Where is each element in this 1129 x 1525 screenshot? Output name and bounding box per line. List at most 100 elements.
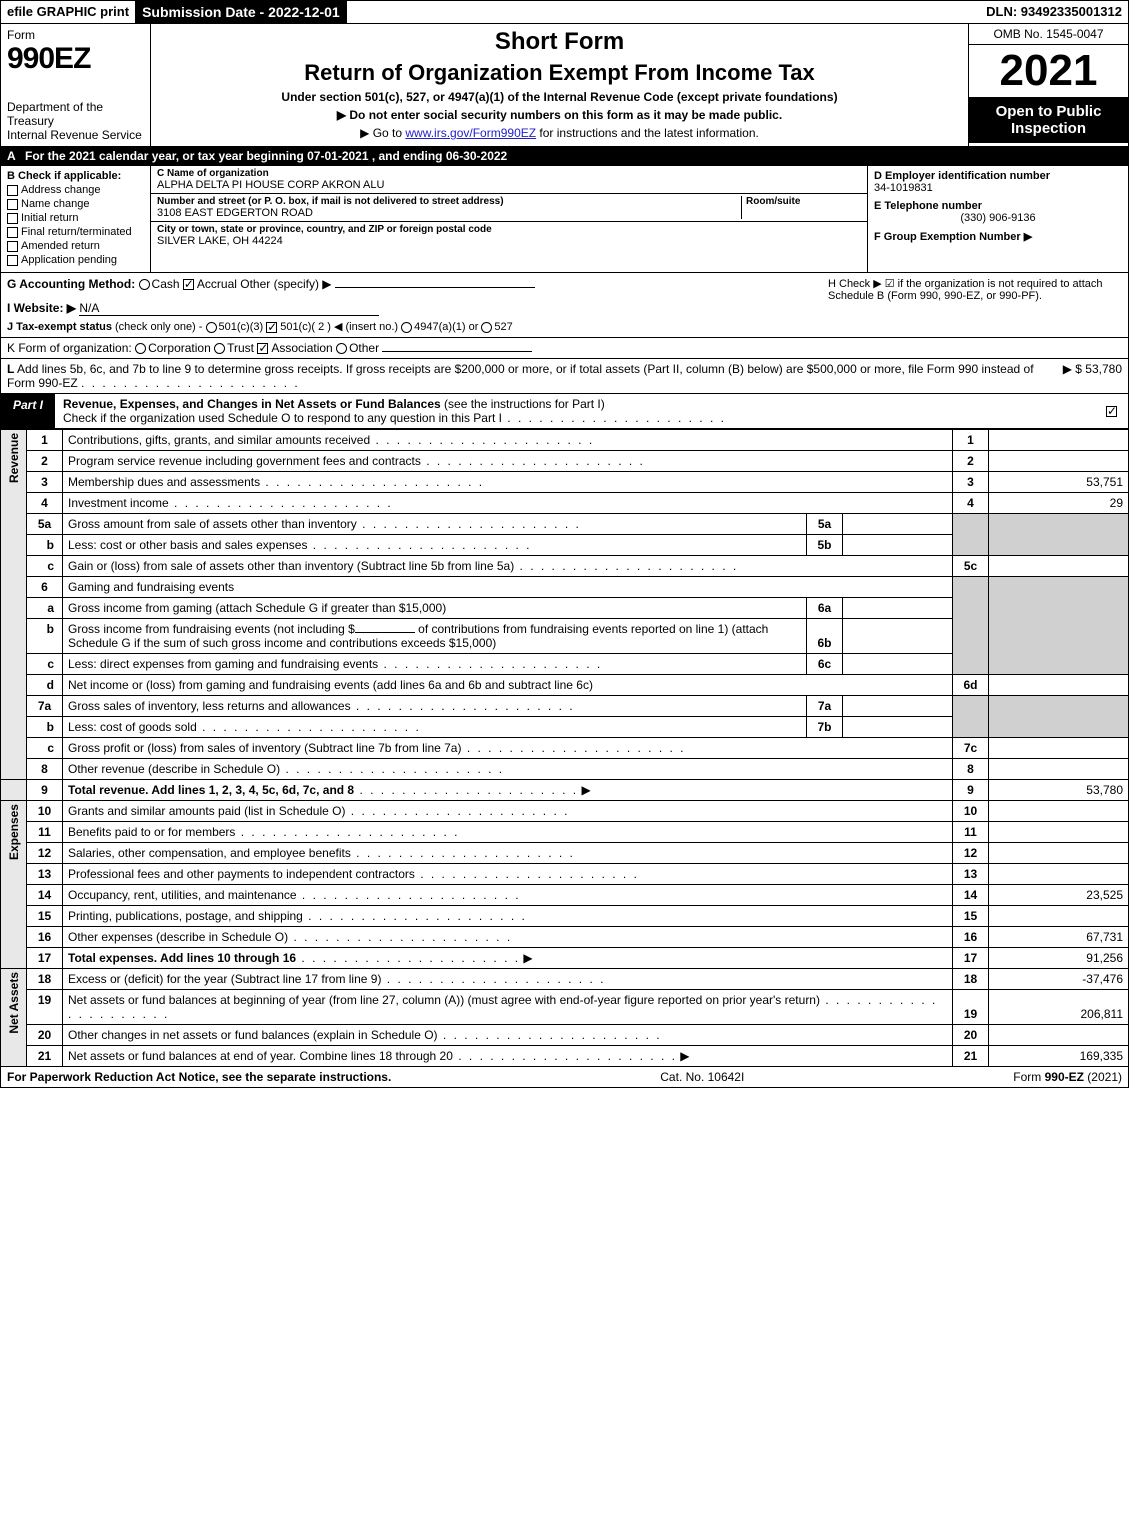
tax-year: 2021 — [969, 45, 1128, 97]
line-rn: 2 — [953, 451, 989, 472]
website-value: N/A — [79, 301, 379, 316]
inner-val — [843, 535, 953, 556]
line-val: 206,811 — [989, 990, 1129, 1025]
line-desc: Other changes in net assets or fund bala… — [68, 1028, 438, 1042]
radio-other[interactable] — [336, 343, 347, 354]
section-a-letter: A — [7, 149, 16, 163]
checkbox-application-pending[interactable] — [7, 255, 18, 266]
h-box: H Check ▶ ☑ if the organization is not r… — [822, 277, 1122, 333]
form-label: Form — [7, 28, 144, 42]
shaded-cell — [953, 696, 989, 738]
line-val — [989, 738, 1129, 759]
g-other-input[interactable] — [335, 287, 535, 288]
arrow-icon — [520, 951, 533, 965]
footer-center: Cat. No. 10642I — [660, 1070, 744, 1084]
irs-link[interactable]: www.irs.gov/Form990EZ — [405, 126, 536, 140]
room-suite-label: Room/suite — [746, 196, 861, 207]
j-opt2: 501(c)( 2 ) ◀ (insert no.) — [280, 321, 398, 333]
footer-right-post: (2021) — [1084, 1070, 1122, 1084]
checkbox-accrual[interactable] — [183, 279, 194, 290]
k-other-input[interactable] — [382, 351, 532, 352]
chk-label-0: Address change — [21, 184, 101, 196]
line-rn: 14 — [953, 885, 989, 906]
column-def: D Employer identification number 34-1019… — [868, 166, 1128, 272]
line-num: a — [27, 598, 63, 619]
checkbox-501c[interactable] — [266, 322, 277, 333]
line-rn: 4 — [953, 493, 989, 514]
radio-trust[interactable] — [214, 343, 225, 354]
radio-501c3[interactable] — [206, 322, 217, 333]
bcdef-row: B Check if applicable: Address change Na… — [0, 166, 1129, 273]
line-rn: 10 — [953, 801, 989, 822]
header-right: OMB No. 1545-0047 2021 Open to Public In… — [968, 24, 1128, 146]
line-val: 23,525 — [989, 885, 1129, 906]
line-rn: 21 — [953, 1046, 989, 1067]
line-val — [989, 864, 1129, 885]
line-num: 7a — [27, 696, 63, 717]
c-name-label: C Name of organization — [157, 168, 861, 179]
h-text: H Check ▶ ☑ if the organization is not r… — [828, 277, 1122, 302]
k-opt-3: Other — [349, 341, 379, 355]
line-val — [989, 430, 1129, 451]
c-city-label: City or town, state or province, country… — [157, 224, 861, 235]
note-ssn: ▶ Do not enter social security numbers o… — [159, 108, 960, 122]
row-gh: G Accounting Method: Cash Accrual Other … — [0, 273, 1129, 338]
k-opt-1: Trust — [227, 341, 254, 355]
checkbox-final-return[interactable] — [7, 227, 18, 238]
line-num: b — [27, 619, 63, 654]
line-desc: Printing, publications, postage, and shi… — [68, 909, 303, 923]
efile-print-button[interactable]: efile GRAPHIC print — [1, 1, 136, 23]
g-label: G Accounting Method: — [7, 277, 135, 291]
part1-title-suffix: (see the instructions for Part I) — [441, 397, 605, 411]
line-val: 29 — [989, 493, 1129, 514]
revenue-vertical-label: Revenue — [1, 430, 27, 780]
part1-sub: Check if the organization used Schedule … — [63, 411, 502, 425]
checkbox-address-change[interactable] — [7, 185, 18, 196]
form-number: 990EZ — [7, 42, 144, 76]
line-desc: Program service revenue including govern… — [68, 454, 421, 468]
line-rn: 18 — [953, 969, 989, 990]
checkbox-initial-return[interactable] — [7, 213, 18, 224]
line-desc: Salaries, other compensation, and employ… — [68, 846, 351, 860]
line-num: 4 — [27, 493, 63, 514]
b-letter: B — [7, 170, 15, 182]
submission-date-button[interactable]: Submission Date - 2022-12-01 — [136, 1, 347, 23]
telephone: (330) 906-9136 — [874, 212, 1122, 224]
checkbox-schedule-o-part1[interactable] — [1106, 406, 1117, 417]
chk-label-3: Final return/terminated — [21, 226, 132, 238]
line-num: c — [27, 738, 63, 759]
inner-val — [843, 696, 953, 717]
radio-527[interactable] — [481, 322, 492, 333]
line-num: 1 — [27, 430, 63, 451]
row-l: L Add lines 5b, 6c, and 7b to line 9 to … — [0, 359, 1129, 394]
main-title: Return of Organization Exempt From Incom… — [159, 60, 960, 86]
radio-corporation[interactable] — [135, 343, 146, 354]
inner-num: 7b — [807, 717, 843, 738]
chk-label-1: Name change — [21, 198, 90, 210]
fundraising-amount-input[interactable] — [355, 632, 415, 633]
line-num: 2 — [27, 451, 63, 472]
radio-4947[interactable] — [401, 322, 412, 333]
k-opt-2: Association — [271, 341, 332, 355]
line-desc: Occupancy, rent, utilities, and maintena… — [68, 888, 297, 902]
line-rn: 5c — [953, 556, 989, 577]
radio-cash[interactable] — [139, 279, 150, 290]
line-val — [989, 906, 1129, 927]
dots-icon — [502, 411, 726, 425]
checkbox-name-change[interactable] — [7, 199, 18, 210]
line-desc: Membership dues and assessments — [68, 475, 260, 489]
checkbox-amended-return[interactable] — [7, 241, 18, 252]
l-letter: L — [7, 362, 14, 376]
inner-num: 6c — [807, 654, 843, 675]
part1-lines-table: Revenue 1 Contributions, gifts, grants, … — [0, 429, 1129, 1067]
expenses-vertical-label: Expenses — [1, 801, 27, 969]
line-num: c — [27, 556, 63, 577]
line-num: b — [27, 717, 63, 738]
netassets-vertical-label: Net Assets — [1, 969, 27, 1067]
line-desc: Other revenue (describe in Schedule O) — [68, 762, 280, 776]
shaded-cell — [989, 514, 1129, 556]
note2-post: for instructions and the latest informat… — [536, 126, 759, 140]
checkbox-association[interactable] — [257, 343, 268, 354]
chk-label-4: Amended return — [21, 240, 100, 252]
line-rn: 1 — [953, 430, 989, 451]
